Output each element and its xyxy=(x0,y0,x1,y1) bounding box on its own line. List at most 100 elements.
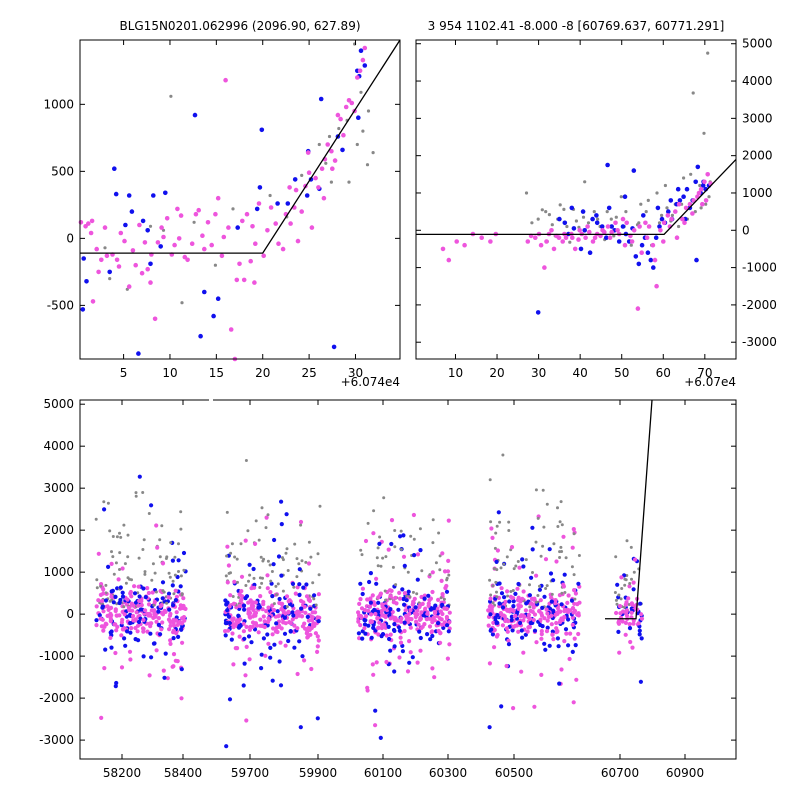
data-point xyxy=(530,525,535,530)
data-point xyxy=(545,502,549,506)
data-point xyxy=(106,501,110,505)
data-point xyxy=(325,142,331,147)
data-point xyxy=(120,627,125,632)
data-point xyxy=(655,191,659,195)
data-point xyxy=(631,587,636,592)
data-point xyxy=(384,659,389,665)
data-point xyxy=(388,594,393,599)
data-point xyxy=(426,601,431,606)
data-point xyxy=(536,516,540,520)
data-point xyxy=(109,629,114,634)
data-point xyxy=(192,112,198,118)
data-point xyxy=(235,618,240,624)
data-point xyxy=(509,545,515,550)
data-point xyxy=(276,614,281,619)
data-point xyxy=(490,535,495,541)
data-point xyxy=(128,630,133,635)
data-point xyxy=(527,593,533,598)
data-point xyxy=(612,234,616,238)
data-point xyxy=(167,571,171,575)
data-point xyxy=(479,235,485,240)
data-point xyxy=(616,239,622,244)
data-point xyxy=(307,627,312,633)
data-point xyxy=(179,527,183,531)
data-point xyxy=(260,607,265,612)
data-point xyxy=(229,637,234,642)
data-point xyxy=(247,614,252,620)
data-point xyxy=(646,224,652,229)
data-point xyxy=(564,556,568,560)
data-point xyxy=(219,253,225,259)
data-point xyxy=(683,205,689,211)
data-point xyxy=(292,623,297,628)
data-point xyxy=(537,587,543,592)
data-point xyxy=(132,584,137,589)
data-point xyxy=(391,565,395,569)
data-point xyxy=(521,650,526,655)
data-point xyxy=(127,649,133,654)
data-point xyxy=(293,542,297,546)
data-point xyxy=(489,607,494,613)
data-point xyxy=(578,246,584,252)
data-point xyxy=(239,542,243,546)
data-point xyxy=(134,494,138,498)
data-point xyxy=(136,603,141,608)
data-point xyxy=(439,578,444,584)
data-point xyxy=(559,602,564,607)
data-point xyxy=(254,519,258,523)
data-point xyxy=(315,615,320,620)
data-point xyxy=(439,596,443,600)
data-point xyxy=(360,586,365,591)
data-point xyxy=(633,557,638,562)
data-point xyxy=(155,240,161,245)
data-point xyxy=(494,580,498,584)
data-point xyxy=(430,570,435,575)
data-point xyxy=(110,550,113,554)
data-point xyxy=(131,613,136,619)
y-tick-label: 0 xyxy=(742,223,750,237)
data-point xyxy=(411,512,416,518)
data-point xyxy=(592,235,598,240)
data-point xyxy=(114,680,119,686)
data-point xyxy=(570,649,575,655)
data-point xyxy=(165,601,169,605)
data-point xyxy=(693,210,697,214)
data-point xyxy=(386,547,391,552)
data-point xyxy=(304,560,308,564)
data-point xyxy=(270,570,274,573)
data-point xyxy=(627,584,632,589)
data-point xyxy=(148,261,153,267)
data-point xyxy=(392,669,397,674)
data-point xyxy=(462,242,467,248)
data-point xyxy=(171,652,177,657)
data-point xyxy=(316,619,321,624)
data-point xyxy=(256,201,262,206)
y-tick-label: -3000 xyxy=(742,335,777,349)
data-point xyxy=(101,609,106,614)
x-tick-label: 70 xyxy=(697,366,712,380)
data-point xyxy=(143,608,148,613)
data-point xyxy=(527,624,532,629)
data-point xyxy=(425,611,430,616)
data-point xyxy=(256,630,261,635)
data-point xyxy=(515,610,520,615)
data-point xyxy=(103,246,107,250)
data-point xyxy=(497,601,502,606)
data-point xyxy=(251,604,256,609)
data-point xyxy=(518,604,524,609)
data-point xyxy=(574,677,579,682)
data-point xyxy=(283,621,288,626)
data-point xyxy=(286,599,291,604)
data-point xyxy=(279,499,284,504)
data-point xyxy=(356,610,361,615)
data-point xyxy=(422,596,427,601)
data-point xyxy=(384,598,387,602)
data-point xyxy=(536,217,540,221)
panel-top-left-offset-label: +6.074e4 xyxy=(341,375,400,389)
data-point xyxy=(539,554,543,558)
data-point xyxy=(173,588,178,593)
data-point xyxy=(314,603,318,607)
data-point xyxy=(407,611,412,617)
data-point xyxy=(566,617,571,622)
data-point xyxy=(119,620,124,625)
